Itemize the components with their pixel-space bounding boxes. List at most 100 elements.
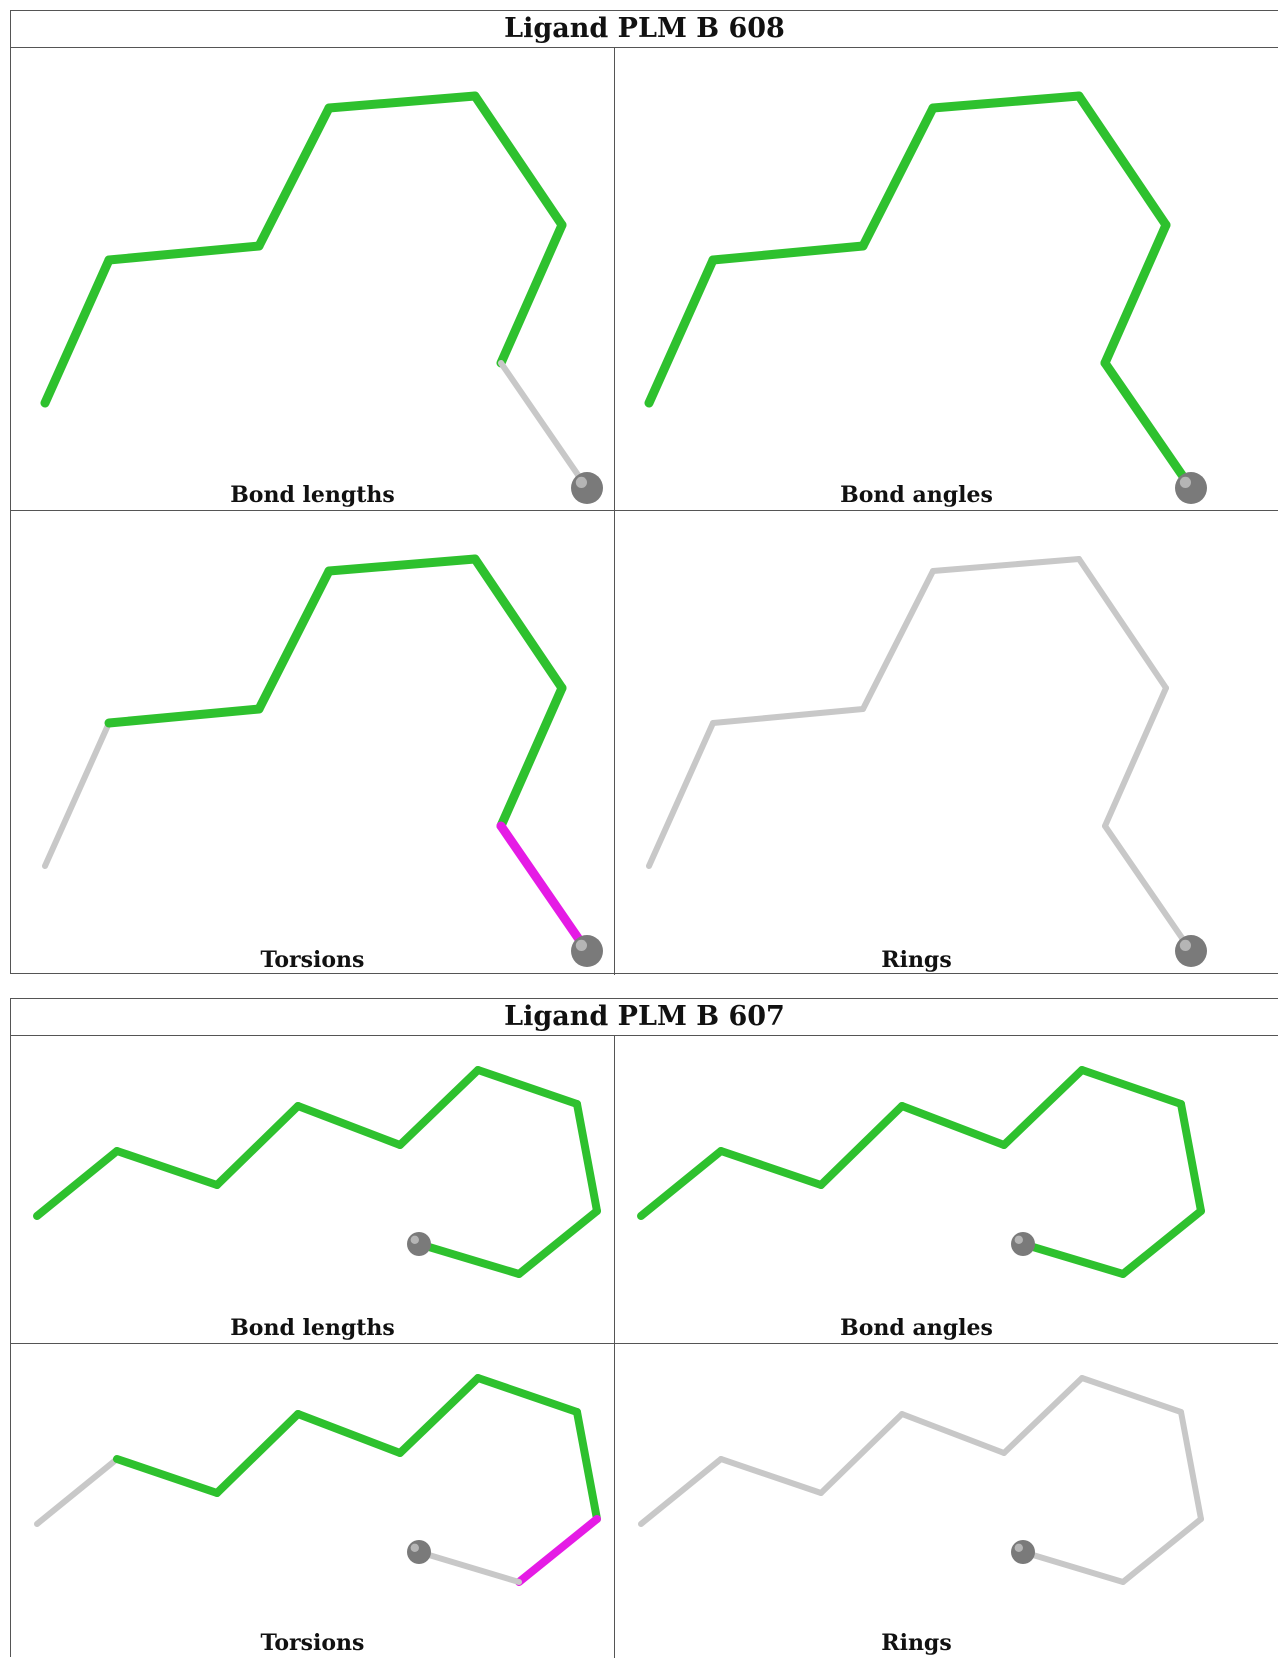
panel-rings: Rings xyxy=(615,1344,1278,1658)
panel-label: Rings xyxy=(881,1630,952,1656)
bond-segment-ok xyxy=(213,1410,302,1497)
bond-segment-ok xyxy=(644,255,718,408)
figure-title: Ligand PLM B 608 xyxy=(11,11,1278,48)
bond-segment-not-assessed xyxy=(42,720,112,869)
bond-segment-ok xyxy=(113,1455,221,1497)
ligand-structure-view xyxy=(644,91,1207,504)
atom-highlight xyxy=(1014,1235,1023,1244)
bond-segment-not-assessed xyxy=(1102,685,1169,829)
panel-grid: Bond lengths Bond angles Torsions Rings xyxy=(11,48,1278,975)
bond-segment-ok xyxy=(573,1100,601,1215)
bond-segment-not-assessed xyxy=(1120,1516,1204,1585)
bond-segment-not-assessed xyxy=(34,1456,120,1527)
panel-torsions: Torsions xyxy=(11,1344,614,1658)
panel-bond-lengths: Bond lengths xyxy=(11,1036,614,1343)
panel-rings: Rings xyxy=(615,511,1278,975)
ligand-structure-view xyxy=(638,1375,1204,1585)
atom-sphere xyxy=(1011,1540,1035,1564)
bond-segment-not-assessed xyxy=(860,568,936,712)
panel-label: Torsions xyxy=(260,1630,365,1656)
bond-segment-ok xyxy=(1119,1207,1205,1278)
bond-segment-not-assessed xyxy=(646,720,716,869)
panel-label: Bond angles xyxy=(840,482,993,508)
bond-segment-not-assessed xyxy=(710,706,866,726)
panel-grid: Bond lengths Bond angles Torsions Rings xyxy=(11,1036,1278,1658)
ligand-structure-view xyxy=(637,1066,1205,1278)
panel-label: Bond lengths xyxy=(230,482,395,508)
ligand-structure-view xyxy=(33,1066,601,1278)
atom-sphere xyxy=(1011,1232,1035,1256)
ligand-figure-607: Ligand PLM B 607 Bond lengths Bond angle… xyxy=(10,998,1278,1658)
bond-segment-ok xyxy=(324,554,480,576)
bond-segment-ok xyxy=(928,91,1084,113)
bond-segment-ok xyxy=(708,241,868,265)
bond-segment-ok xyxy=(113,1147,221,1189)
bond-segment-ok xyxy=(573,1408,601,1523)
bond-segment-ok xyxy=(1100,358,1196,493)
bond-segment-ok xyxy=(1074,91,1171,230)
bond-segment-ok xyxy=(396,1374,482,1457)
bond-segment-ok xyxy=(637,1147,725,1220)
bond-segment-ok xyxy=(474,1066,581,1108)
bond-segment-ok xyxy=(254,566,334,714)
column-divider xyxy=(614,48,615,975)
bond-segment-ok xyxy=(496,220,567,368)
ligand-structure-view xyxy=(40,91,603,504)
panel-label: Bond angles xyxy=(840,1315,993,1341)
panel-torsions: Torsions xyxy=(11,511,614,975)
atom-highlight xyxy=(1179,939,1191,951)
bond-segment-ok xyxy=(324,91,480,113)
row-divider xyxy=(11,510,1278,511)
atom-sphere xyxy=(407,1232,431,1256)
bond-segment-not-assessed xyxy=(718,1456,824,1496)
ligand-structure-view xyxy=(34,1374,601,1586)
bond-segment-ok xyxy=(1000,1066,1086,1149)
bond-segment-ok xyxy=(858,103,938,251)
row-divider xyxy=(11,1343,1278,1344)
bond-segment-not-assessed xyxy=(1102,823,1194,954)
bond-segment-not-assessed xyxy=(416,1549,522,1585)
bond-segment-not-assessed xyxy=(1020,1549,1126,1585)
panel-bond-lengths: Bond lengths xyxy=(11,48,614,510)
ligand-structure-view xyxy=(646,556,1207,967)
bond-segment-ok xyxy=(470,554,567,693)
bond-segment-outlier xyxy=(515,1515,601,1586)
bond-segment-not-assessed xyxy=(498,360,590,491)
bond-segment-ok xyxy=(213,1102,302,1189)
panel-bond-angles: Bond angles xyxy=(615,48,1278,510)
bond-segment-not-assessed xyxy=(1001,1375,1085,1456)
bond-segment-ok xyxy=(294,1102,404,1149)
atom-highlight xyxy=(410,1543,419,1552)
panel-label: Torsions xyxy=(260,947,365,973)
bond-segment-ok xyxy=(515,1207,601,1278)
bond-segment-ok xyxy=(1019,1240,1127,1278)
ligand-structure-view xyxy=(42,554,603,967)
bond-segment-ok xyxy=(474,1374,581,1416)
bond-segment-ok xyxy=(254,103,334,251)
ligand-figure-608: Ligand PLM B 608 Bond lengths Bond angle… xyxy=(10,10,1278,975)
bond-segment-outlier xyxy=(496,821,592,956)
atom-highlight xyxy=(1179,476,1191,488)
bond-segment-not-assessed xyxy=(818,1411,905,1496)
atom-highlight xyxy=(410,1235,419,1244)
bond-segment-ok xyxy=(898,1102,1008,1149)
figure-title: Ligand PLM B 607 xyxy=(11,999,1278,1036)
bond-segment-ok xyxy=(40,255,114,408)
bond-segment-not-assessed xyxy=(1076,556,1169,691)
bond-segment-ok xyxy=(1100,220,1171,368)
column-divider xyxy=(614,1036,615,1658)
bond-segment-not-assessed xyxy=(899,1411,1007,1456)
bond-segment-ok xyxy=(817,1102,906,1189)
bond-segment-not-assessed xyxy=(1079,1375,1184,1415)
bond-segment-ok xyxy=(294,1410,404,1457)
bond-segment-ok xyxy=(104,241,264,265)
atom-highlight xyxy=(575,939,588,951)
bond-segment-ok xyxy=(33,1147,121,1220)
atom-highlight xyxy=(1014,1543,1023,1552)
bond-segment-not-assessed xyxy=(638,1456,724,1527)
bond-segment-not-assessed xyxy=(1178,1409,1204,1522)
bond-segment-not-assessed xyxy=(930,556,1082,574)
bond-segment-ok xyxy=(396,1066,482,1149)
atom-highlight xyxy=(575,476,588,488)
bond-segment-ok xyxy=(470,91,567,230)
